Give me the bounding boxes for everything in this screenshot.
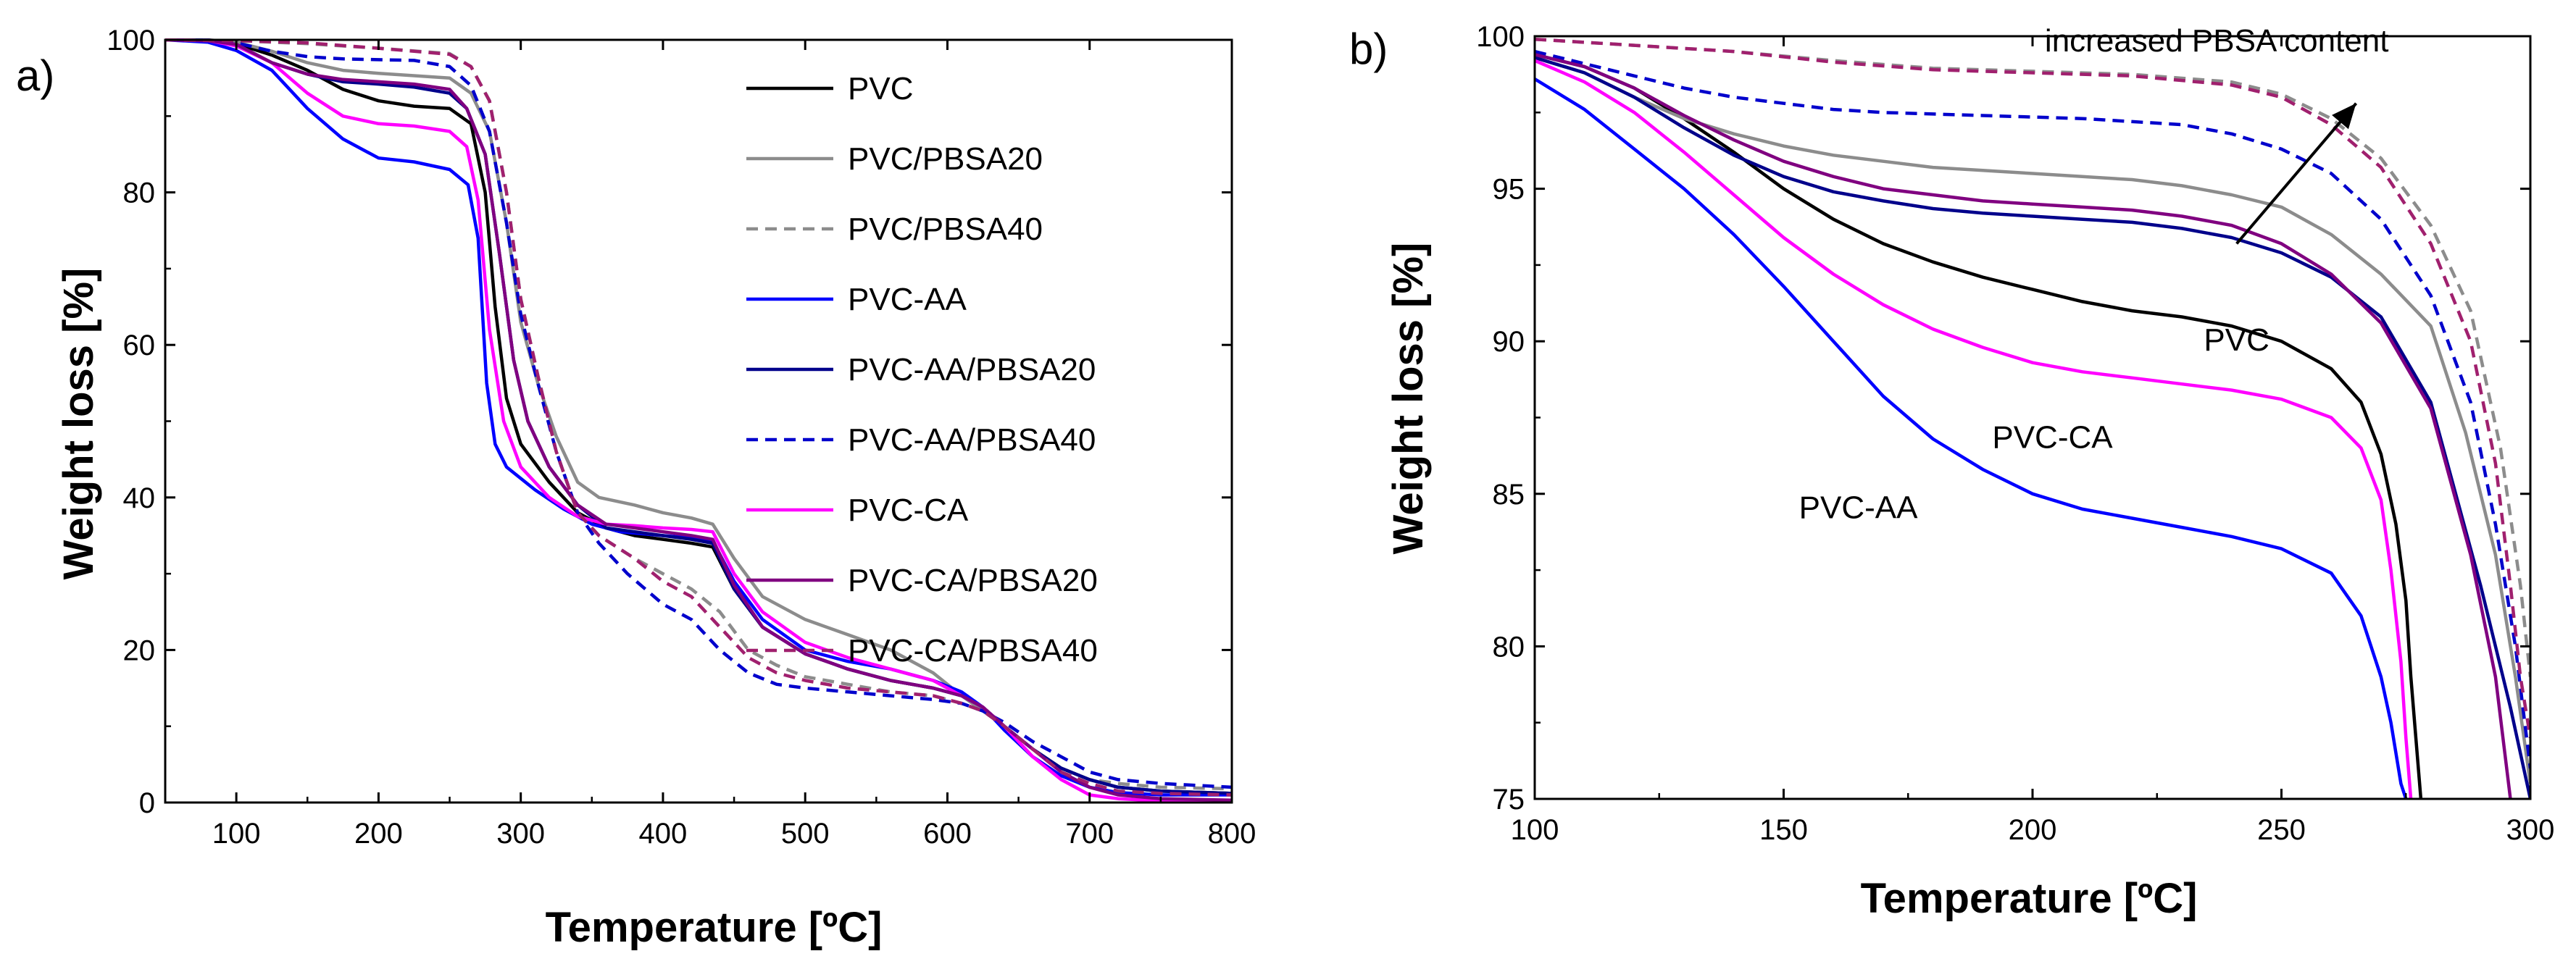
series-line-pvc-ca — [1535, 59, 2413, 799]
series-line-pvc-aa-pbsa20 — [1535, 56, 2530, 799]
annotation-pvc-aa: PVC-AA — [1799, 490, 1918, 525]
series-line-pvc-aa-pbsa40 — [1535, 49, 2530, 769]
annotation-pvc-ca: PVC-CA — [1992, 420, 2113, 456]
legend-label-pvc: PVC — [848, 71, 913, 106]
annotation-pvc: PVC — [2204, 322, 2269, 358]
panel-a-tick-labels: 100 200 300 400 500 600 700 800 0 20 40 60 80 100 — [107, 25, 1256, 850]
y-tick-label: 20 — [123, 634, 156, 666]
y-tick-label: 75 — [1493, 784, 1525, 816]
series-line-pvc-aa — [165, 38, 1232, 797]
plot-frame — [164, 38, 1233, 804]
panel-a-legend: PVC PVC/PBSA20 PVC/PBSA40 PVC-AA PVC-AA/PBSA… — [746, 71, 1098, 669]
series-line-pvc-ca-pbsa40 — [165, 38, 1232, 797]
series-line-pvc — [1535, 53, 2423, 799]
series-line-pvc-ca-pbsa40 — [1535, 37, 2530, 739]
y-tick-label: 80 — [1493, 631, 1525, 663]
panel-b-annotations: increased PBSA content PVC PVC-CA PVC-AA — [1799, 23, 2389, 525]
y-tick-label: 90 — [1493, 326, 1525, 358]
panel-a-label: a) — [16, 51, 54, 100]
x-tick-label: 400 — [639, 818, 688, 850]
legend-label-pvc-aa-pbsa20: PVC-AA/PBSA20 — [848, 352, 1096, 387]
legend-label-pvc-pbsa20: PVC/PBSA20 — [848, 141, 1043, 177]
series-line-pvc-aa-pbsa40 — [165, 38, 1232, 789]
panel-a-x-axis-title: Temperature [ºC] — [546, 904, 883, 951]
panel-b-y-axis-title: Weight loss [%] — [1385, 243, 1432, 555]
x-tick-label: 300 — [2506, 814, 2555, 846]
x-tick-label: 100 — [212, 818, 261, 850]
series-line-pvc-pbsa40 — [165, 38, 1232, 791]
panel-b-label: b) — [1349, 25, 1388, 73]
x-tick-label: 600 — [923, 818, 972, 850]
panel-b-axes — [1533, 35, 2532, 800]
y-tick-label: 100 — [107, 25, 155, 56]
series-line-pvc-pbsa20 — [1535, 56, 2530, 784]
panel-a-y-axis-title: Weight loss [%] — [55, 268, 102, 580]
series-line-pvc-ca-pbsa20 — [165, 38, 1232, 803]
legend-label-pvc-ca-pbsa20: PVC-CA/PBSA20 — [848, 563, 1098, 598]
legend-label-pvc-aa-pbsa40: PVC-AA/PBSA40 — [848, 422, 1096, 458]
legend-label-pvc-pbsa40: PVC/PBSA40 — [848, 211, 1043, 247]
y-tick-label: 95 — [1493, 174, 1525, 206]
series-line-pvc-aa-pbsa20 — [165, 38, 1232, 795]
legend-label-pvc-aa: PVC-AA — [848, 282, 967, 317]
x-tick-label: 200 — [2009, 814, 2057, 846]
panel-b-chart: b) 100 150 200 250 300 75 80 85 90 95 100 increase… — [1349, 21, 2554, 922]
y-tick-label: 0 — [139, 787, 155, 819]
arrow-shaft — [2235, 102, 2358, 245]
panel-b-series-lines — [1535, 37, 2530, 799]
legend-label-pvc-ca: PVC-CA — [848, 493, 969, 528]
x-tick-label: 150 — [1759, 814, 1808, 846]
x-tick-label: 100 — [1511, 814, 1559, 846]
series-line-pvc-aa — [1535, 77, 2408, 799]
arrow-head — [2332, 103, 2356, 130]
x-tick-label: 200 — [354, 818, 403, 850]
y-tick-label: 80 — [123, 177, 156, 209]
series-line-pvc-ca-pbsa20 — [1535, 53, 2512, 799]
panel-a-chart: a) 100 200 300 400 500 600 700 800 0 20 40 60 80100 … — [16, 25, 1256, 951]
panel-b-tick-labels: 100 150 200 250 300 75 80 85 90 95 100 — [1476, 21, 2554, 846]
legend-label-pvc-ca-pbsa40: PVC-CA/PBSA40 — [848, 633, 1098, 669]
series-line-pvc — [165, 38, 1232, 795]
panel-a-series-lines — [165, 38, 1232, 803]
y-tick-label: 40 — [123, 482, 156, 514]
series-line-pvc-pbsa20 — [165, 38, 1232, 795]
panel-a-axes — [164, 38, 1233, 804]
x-tick-label: 500 — [781, 818, 830, 850]
series-line-pvc-ca — [165, 38, 1232, 803]
annotation-increased-pbsa-content: increased PBSA content — [2045, 23, 2389, 59]
y-tick-label: 85 — [1493, 479, 1525, 511]
series-line-pvc-pbsa40 — [1535, 37, 2530, 677]
x-tick-label: 700 — [1065, 818, 1114, 850]
y-tick-label: 100 — [1476, 21, 1525, 53]
x-tick-label: 800 — [1208, 818, 1256, 850]
y-tick-label: 60 — [123, 330, 156, 361]
panel-b-x-axis-title: Temperature [ºC] — [1861, 875, 2198, 922]
x-tick-label: 250 — [2257, 814, 2306, 846]
x-tick-label: 300 — [496, 818, 545, 850]
